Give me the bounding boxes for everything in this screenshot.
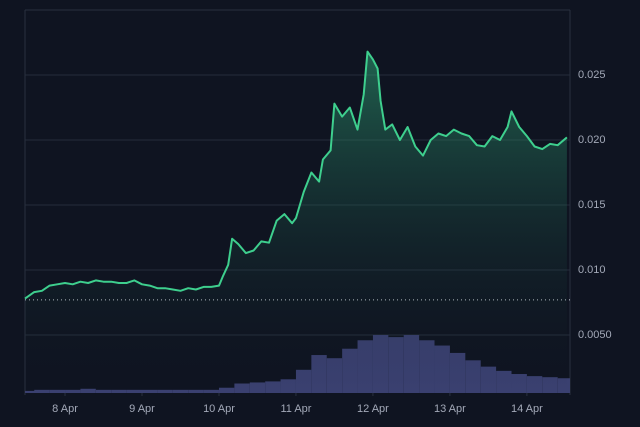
x-tick-label: 8 Apr bbox=[52, 403, 78, 415]
x-tick-label: 12 Apr bbox=[357, 403, 389, 415]
y-tick-label: 0.020 bbox=[578, 134, 606, 146]
price-area bbox=[25, 51, 567, 393]
y-tick-label: 0.025 bbox=[578, 69, 606, 81]
price-line bbox=[24, 50, 568, 300]
x-tick-label: 9 Apr bbox=[129, 403, 155, 415]
x-tick-label: 11 Apr bbox=[280, 403, 311, 415]
y-tick-label: 0.010 bbox=[578, 264, 606, 276]
x-tick-label: 13 Apr bbox=[434, 403, 466, 415]
y-tick-label: 0.0050 bbox=[578, 329, 612, 341]
y-tick-label: 0.015 bbox=[578, 199, 606, 211]
x-tick-label: 14 Apr bbox=[511, 403, 543, 415]
x-tick-label: 10 Apr bbox=[203, 403, 235, 415]
